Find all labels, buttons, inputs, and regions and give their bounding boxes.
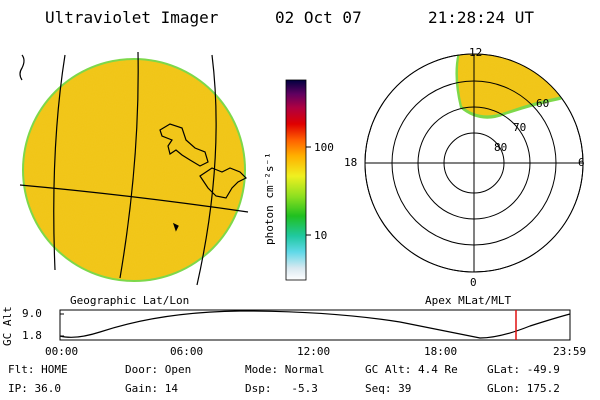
status-seq: Seq: 39 bbox=[365, 382, 412, 395]
latlon-grid bbox=[19, 51, 249, 286]
mlt-label-0: 0 bbox=[470, 276, 477, 289]
colorbar-tick-10: 10 bbox=[314, 229, 328, 242]
xtick-1800: 18:00 bbox=[424, 345, 458, 358]
colorbar bbox=[285, 79, 311, 281]
lat-label-70: 70 bbox=[513, 121, 527, 134]
status-door: Door: Open bbox=[125, 363, 192, 376]
status-mode: Mode: Normal bbox=[245, 363, 325, 376]
status-glat: GLat: -49.9 bbox=[487, 363, 560, 376]
altitude-ytick-9: 9.0 bbox=[22, 307, 42, 320]
altitude-ytick-1-8: 1.8 bbox=[22, 329, 42, 342]
status-filter: Flt: HOME bbox=[8, 363, 68, 376]
lat-label-80: 80 bbox=[494, 141, 508, 154]
xtick-1200: 12:00 bbox=[297, 345, 331, 358]
xtick-0000: 00:00 bbox=[45, 345, 79, 358]
colorbar-tick-100: 100 bbox=[314, 141, 334, 154]
status-glon: GLon: 175.2 bbox=[487, 382, 560, 395]
altitude-plot bbox=[59, 309, 571, 341]
lat-label-60: 60 bbox=[536, 97, 550, 110]
altitude-ylabel: GC Alt bbox=[1, 306, 14, 346]
xtick-0600: 06:00 bbox=[170, 345, 204, 358]
mlt-label-12: 12 bbox=[469, 46, 483, 59]
xtick-2359: 23:59 bbox=[553, 345, 587, 358]
header-date: 02 Oct 07 bbox=[275, 8, 362, 27]
geographic-label: Geographic Lat/Lon bbox=[70, 294, 190, 307]
header-time: 21:28:24 UT bbox=[428, 8, 534, 27]
instrument-title: Ultraviolet Imager bbox=[45, 8, 219, 27]
status-dsp: Dsp: -5.3 bbox=[245, 382, 318, 395]
polar-plot bbox=[364, 53, 584, 273]
colorbar-unit-label: photon cm⁻²s⁻¹ bbox=[263, 152, 276, 245]
mlt-label-6: 6 bbox=[578, 156, 585, 169]
status-ip: IP: 36.0 bbox=[8, 382, 61, 395]
status-gain: Gain: 14 bbox=[125, 382, 178, 395]
apex-label: Apex MLat/MLT bbox=[425, 294, 512, 307]
mlt-label-18: 18 bbox=[344, 156, 358, 169]
status-gc-alt: GC Alt: 4.4 Re bbox=[365, 363, 458, 376]
